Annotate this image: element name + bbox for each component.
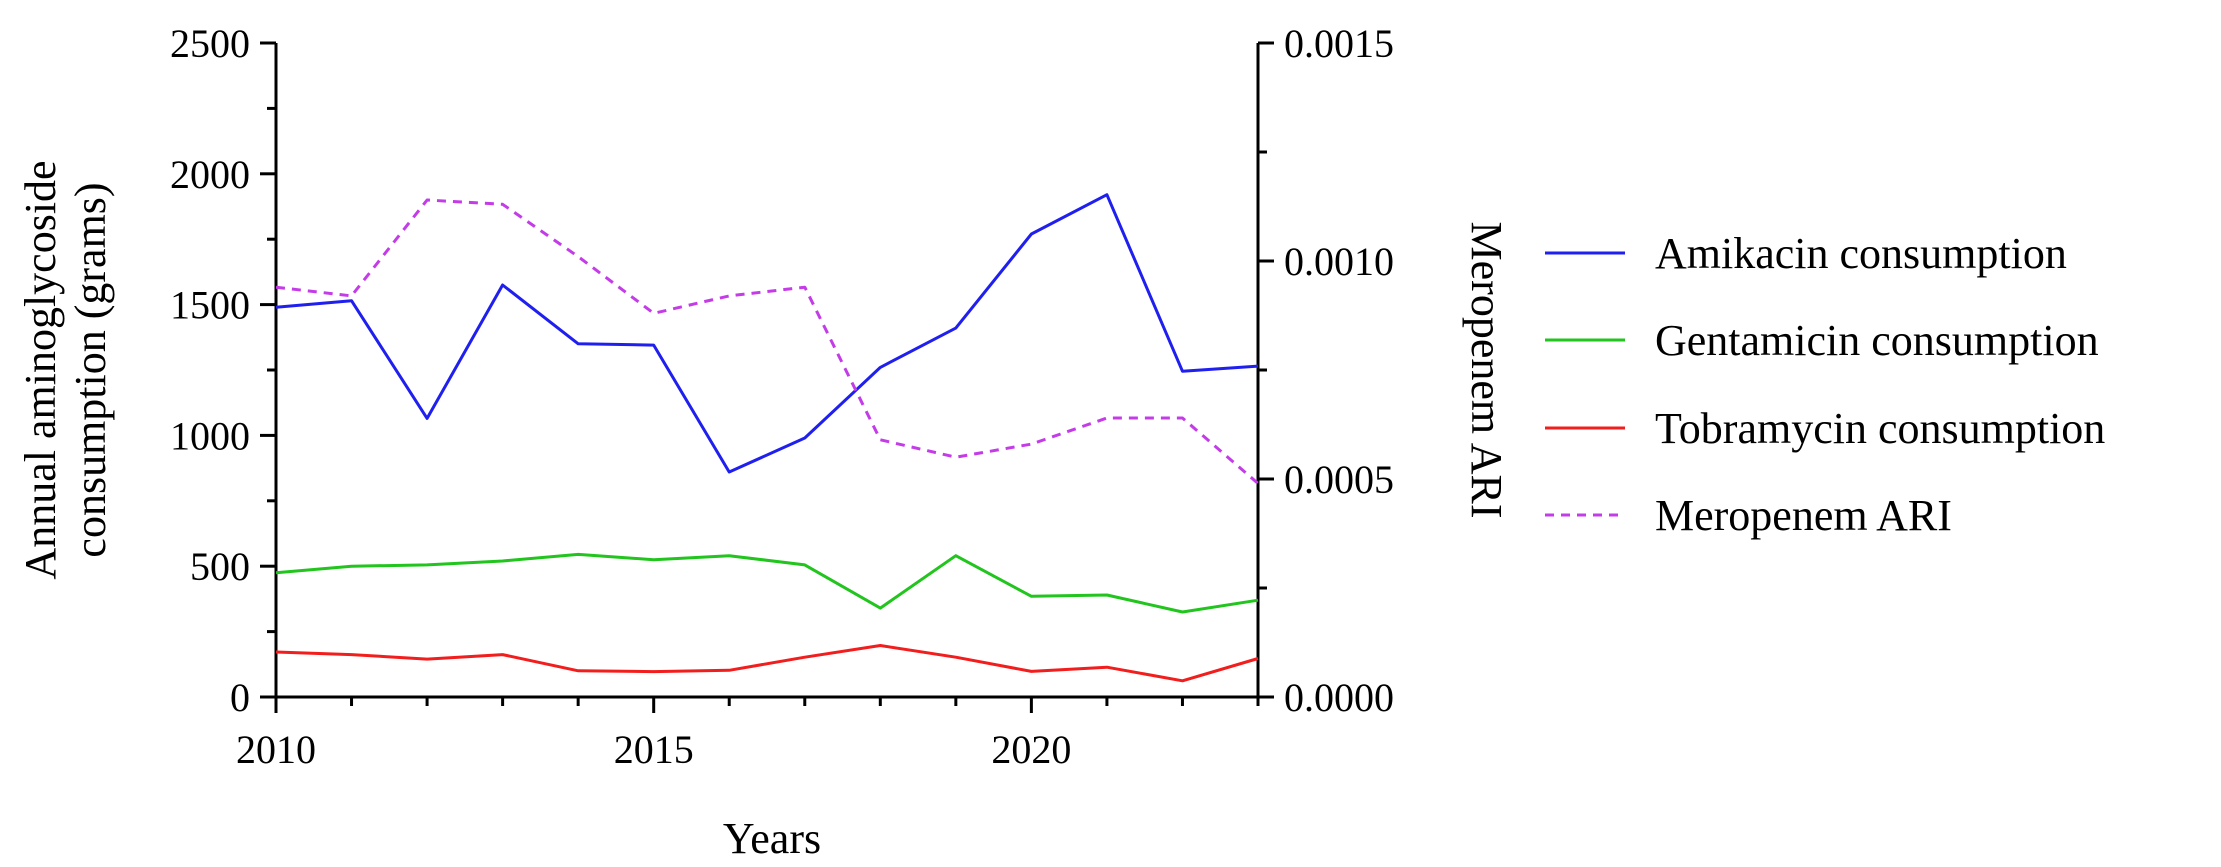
y-axis-title: Annual aminoglycoside consumption (grams…: [16, 160, 115, 579]
y2-tick-label: 0.0000: [1284, 675, 1394, 720]
legend-label: Gentamicin consumption: [1655, 316, 2099, 365]
x-tick-label: 2020: [991, 727, 1071, 772]
y-tick-label: 0: [230, 675, 250, 720]
y-tick-label: 1500: [170, 283, 250, 328]
legend-label: Tobramycin consumption: [1655, 404, 2105, 453]
series-line-tobramycin-consumption: [275, 644, 1259, 683]
y2-tick-label: 0.0015: [1284, 21, 1394, 66]
y2-tick-label: 0.0010: [1284, 239, 1394, 284]
axes: 0 500 1000 1500 2000 2500 0.0000 0.0005 0.0010 0.…: [170, 21, 1394, 772]
y-tick-label: 2500: [170, 21, 250, 66]
series-line-gentamicin-consumption: [275, 552, 1259, 614]
plot-area: [275, 193, 1259, 683]
x-axis-title: Years: [723, 814, 821, 863]
x-tick-label: 2010: [236, 727, 316, 772]
y2-tick-label: 0.0005: [1284, 457, 1394, 502]
y-axis-title-line-2: consumption (grams): [66, 182, 115, 557]
series-line-amikacin-consumption: [275, 193, 1259, 474]
y-axis-title-line-1: Annual aminoglycoside: [16, 160, 65, 579]
legend-label: Meropenem ARI: [1655, 491, 1952, 540]
y-tick-label: 500: [190, 544, 250, 589]
series-line-meropenem-ari: [275, 198, 1259, 485]
y-tick-label: 2000: [170, 152, 250, 197]
legend: Amikacin consumption Gentamicin consumpti…: [1545, 229, 2105, 540]
y2-axis-title: Meropenem ARI: [1462, 222, 1511, 519]
x-tick-label: 2015: [614, 727, 694, 772]
y-tick-label: 1000: [170, 413, 250, 458]
legend-label: Amikacin consumption: [1655, 229, 2067, 278]
